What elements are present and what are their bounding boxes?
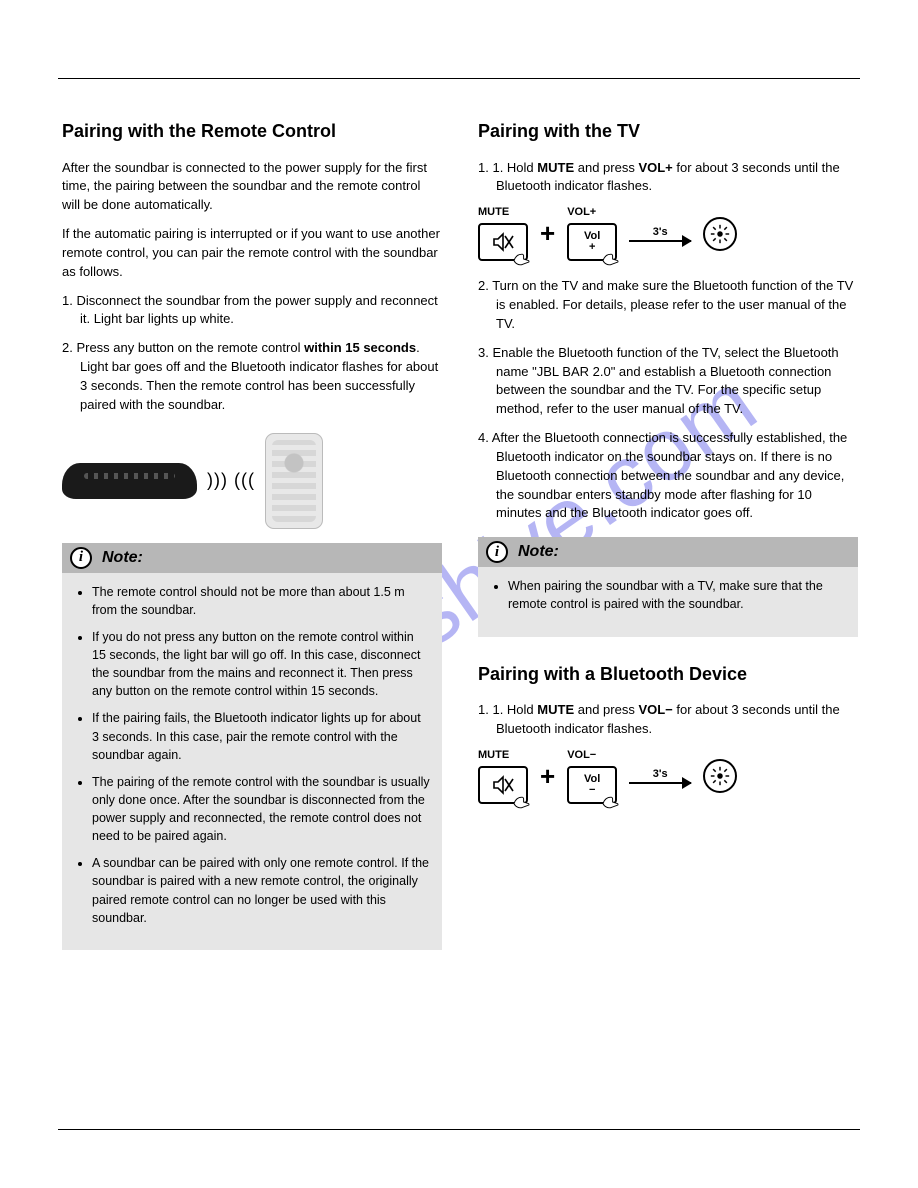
note-box-left: i Note: The remote control should not be… xyxy=(62,543,442,950)
txt: − xyxy=(589,784,595,796)
remote-control-icon xyxy=(265,433,323,529)
info-icon: i xyxy=(486,541,508,563)
note-item: If you do not press any button on the re… xyxy=(92,628,430,701)
txt: 1. Hold xyxy=(492,160,537,175)
hand-icon xyxy=(601,794,621,810)
rule-bottom xyxy=(58,1129,860,1130)
mute-button-icon xyxy=(478,766,528,804)
txt-b: VOL− xyxy=(638,702,672,717)
txt: + xyxy=(589,241,595,253)
r-step-4: 4. After the Bluetooth connection is suc… xyxy=(478,429,858,523)
step-2: 2. Press any button on the remote contro… xyxy=(62,339,442,414)
label-mute: MUTE xyxy=(478,206,509,218)
flash-indicator-icon xyxy=(703,759,737,793)
info-icon: i xyxy=(70,547,92,569)
right-column: Pairing with the TV 1. 1. Hold MUTE and … xyxy=(478,120,858,820)
plus-icon: + xyxy=(540,218,555,249)
txt-b: MUTE xyxy=(537,160,574,175)
heading-pair-bt: Pairing with a Bluetooth Device xyxy=(478,663,858,686)
note-item: A soundbar can be paired with only one r… xyxy=(92,854,430,927)
hand-icon xyxy=(512,794,532,810)
note-item: The remote control should not be more th… xyxy=(92,583,430,619)
note-box-right: i Note: When pairing the soundbar with a… xyxy=(478,537,858,636)
txt-b: VOL+ xyxy=(638,160,672,175)
arrow-3s: 3's xyxy=(629,768,691,784)
txt: and press xyxy=(574,160,638,175)
note-head-right: i Note: xyxy=(478,537,858,567)
step-2b: within 15 seconds xyxy=(304,340,416,355)
hand-icon xyxy=(512,251,532,267)
signal-waves-icon: ))) ((( xyxy=(207,470,255,491)
volminus-button-icon: Vol− xyxy=(567,766,617,804)
arrow-label: 3's xyxy=(653,226,668,238)
combo-mute-volplus: MUTE + VOL+ Vol+ 3's xyxy=(478,206,858,261)
para-intro-2: If the automatic pairing is interrupted … xyxy=(62,225,442,282)
note-head-left: i Note: xyxy=(62,543,442,573)
step-2a: 2. Press any button on the remote contro… xyxy=(62,340,304,355)
note-body-right: When pairing the soundbar with a TV, mak… xyxy=(478,567,858,636)
label-volplus: VOL+ xyxy=(567,206,596,218)
txt-b: MUTE xyxy=(537,702,574,717)
plus-icon: + xyxy=(540,761,555,792)
heading-pair-remote: Pairing with the Remote Control xyxy=(62,120,442,143)
label-volminus: VOL− xyxy=(567,749,596,761)
illustration-remote-pair: ))) ((( xyxy=(62,433,442,529)
note-item: The pairing of the remote control with t… xyxy=(92,773,430,846)
heading-pair-tv: Pairing with the TV xyxy=(478,120,858,143)
r-step-2: 2. Turn on the TV and make sure the Blue… xyxy=(478,277,858,334)
r2-step-1: 1. 1. Hold MUTE and press VOL− for about… xyxy=(478,701,858,739)
r-step-1: 1. 1. Hold MUTE and press VOL+ for about… xyxy=(478,159,858,197)
txt: 1. Hold xyxy=(492,702,537,717)
left-column: Pairing with the Remote Control After th… xyxy=(62,120,442,950)
label-mute: MUTE xyxy=(478,749,509,761)
arrow-3s: 3's xyxy=(629,226,691,242)
mute-button-icon xyxy=(478,223,528,261)
arrow-label: 3's xyxy=(653,768,668,780)
note-body-left: The remote control should not be more th… xyxy=(62,573,442,950)
note-item: When pairing the soundbar with a TV, mak… xyxy=(508,577,846,613)
note-title-right: Note: xyxy=(518,543,559,560)
note-title-left: Note: xyxy=(102,549,143,566)
r-step-3: 3. Enable the Bluetooth function of the … xyxy=(478,344,858,419)
txt: and press xyxy=(574,702,638,717)
step-1: 1. Disconnect the soundbar from the powe… xyxy=(62,292,442,330)
flash-indicator-icon xyxy=(703,217,737,251)
para-intro-1: After the soundbar is connected to the p… xyxy=(62,159,442,216)
soundbar-icon xyxy=(62,463,197,499)
combo-mute-volminus: MUTE + VOL− Vol− 3's xyxy=(478,749,858,804)
volplus-button-icon: Vol+ xyxy=(567,223,617,261)
note-item: If the pairing fails, the Bluetooth indi… xyxy=(92,709,430,763)
hand-icon xyxy=(601,251,621,267)
rule-top xyxy=(58,78,860,79)
